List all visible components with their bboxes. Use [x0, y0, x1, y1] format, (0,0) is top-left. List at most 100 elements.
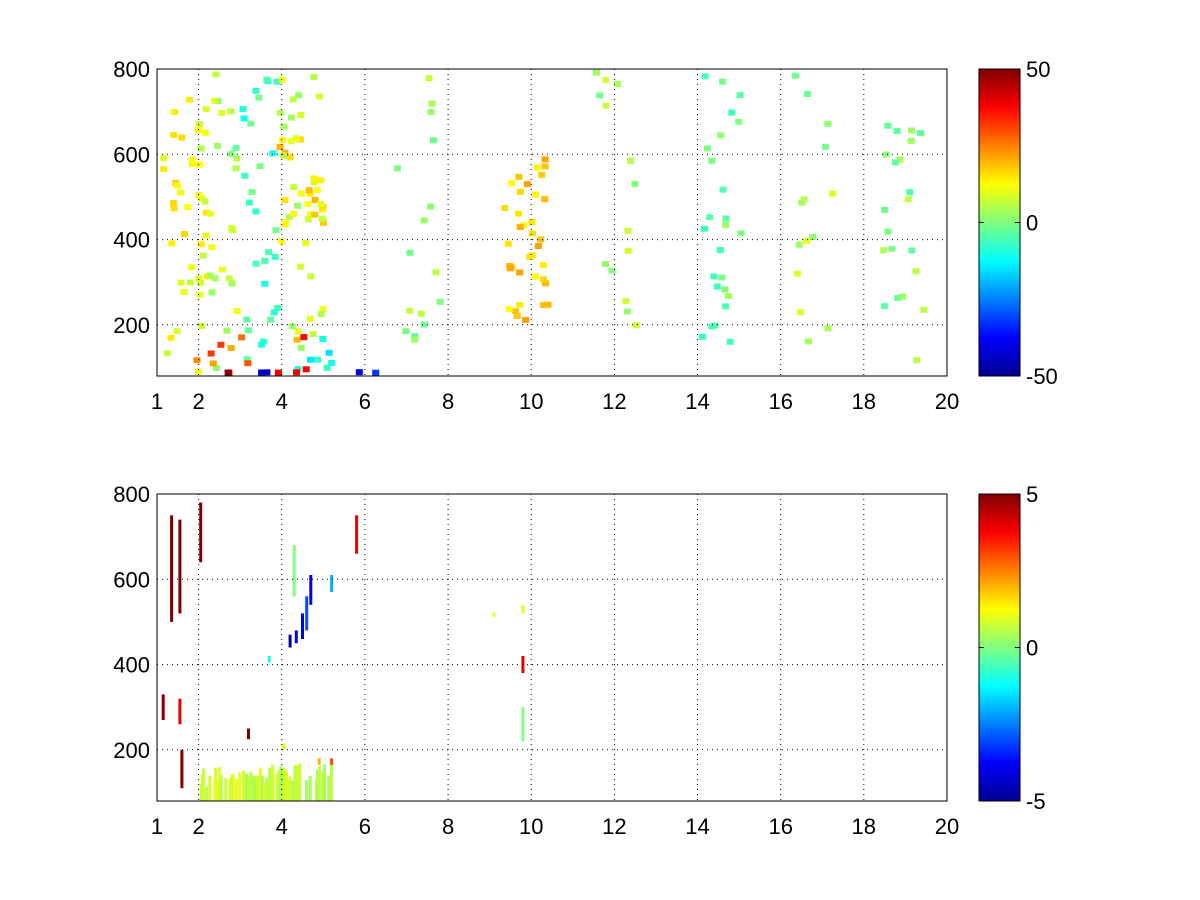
- heatmap-cell: [306, 190, 314, 197]
- top-colorbar-tick-labels: -50 0 50: [979, 57, 1058, 389]
- heatmap-cell: [304, 201, 312, 207]
- heatmap-cell: [256, 775, 260, 801]
- heatmap-cell: [323, 764, 326, 801]
- heatmap-cell: [201, 129, 209, 136]
- heatmap-cell: [274, 369, 282, 376]
- heatmap-cell: [290, 184, 298, 191]
- heatmap-cell: [504, 240, 512, 247]
- top-y-tick-labels: 200 400 600 800: [113, 57, 150, 338]
- heatmap-cell: [189, 156, 197, 163]
- heatmap-cell: [317, 311, 325, 318]
- heatmap-cell: [406, 307, 414, 314]
- heatmap-cell: [285, 770, 288, 801]
- heatmap-cell: [201, 198, 209, 205]
- heatmap-cell: [170, 205, 178, 212]
- heatmap-cell: [539, 262, 547, 269]
- heatmap-cell: [202, 106, 210, 113]
- x-tick-label: 1: [151, 814, 163, 839]
- heatmap-cell: [515, 210, 522, 217]
- x-tick-label: 12: [602, 814, 626, 839]
- heatmap-cell: [307, 273, 315, 280]
- heatmap-cell: [274, 304, 282, 311]
- bottom-grid: [157, 494, 947, 801]
- heatmap-cell: [728, 109, 736, 116]
- heatmap-cell: [278, 76, 286, 83]
- heatmap-cell: [908, 247, 916, 254]
- heatmap-cell: [523, 181, 531, 188]
- heatmap-cell: [526, 253, 534, 260]
- heatmap-cell: [631, 180, 639, 187]
- y-tick-label: 200: [113, 313, 150, 338]
- heatmap-cell: [285, 213, 293, 220]
- heatmap-cell: [516, 188, 524, 195]
- heatmap-cell: [294, 202, 302, 209]
- heatmap-cell: [297, 263, 305, 270]
- heatmap-cell: [305, 187, 313, 194]
- heatmap-cell: [305, 780, 309, 801]
- heatmap-cell: [276, 144, 284, 151]
- heatmap-cell: [608, 267, 616, 274]
- heatmap-cell: [167, 334, 175, 341]
- heatmap-cell: [542, 280, 550, 287]
- heatmap-cell: [717, 132, 725, 139]
- y-tick-label: 400: [113, 653, 150, 678]
- heatmap-cell: [307, 211, 315, 218]
- heatmap-cell: [537, 236, 545, 243]
- heatmap-cell: [202, 209, 210, 216]
- heatmap-cell: [260, 338, 268, 345]
- heatmap-cell: [792, 72, 799, 79]
- heatmap-cell: [899, 293, 907, 300]
- heatmap-cell: [311, 197, 319, 203]
- heatmap-cell: [735, 118, 743, 125]
- heatmap-cell: [171, 109, 178, 115]
- heatmap-cell: [256, 163, 264, 170]
- heatmap-cell: [803, 237, 810, 244]
- heatmap-cell: [719, 78, 727, 85]
- heatmap-cell: [329, 765, 333, 801]
- heatmap-cell: [432, 269, 440, 276]
- heatmap-cell: [287, 114, 295, 121]
- heatmap-cell: [168, 240, 176, 247]
- heatmap-cell: [318, 215, 326, 222]
- heatmap-cell: [288, 776, 292, 801]
- heatmap-cell: [704, 145, 711, 152]
- heatmap-cell: [309, 331, 317, 337]
- heatmap-cell: [428, 100, 436, 107]
- x-tick-label: 20: [935, 389, 959, 414]
- heatmap-cell: [282, 219, 290, 226]
- x-tick-label: 20: [935, 814, 959, 839]
- top-axes-box: [156, 68, 948, 377]
- x-tick-label: 6: [359, 389, 371, 414]
- heatmap-cell: [228, 280, 236, 287]
- heatmap-cell: [245, 773, 249, 801]
- y-tick-label: 600: [113, 142, 150, 167]
- heatmap-cell: [197, 241, 205, 248]
- heatmap-cell: [355, 515, 359, 554]
- heatmap-cell: [718, 274, 726, 281]
- heatmap-cell: [430, 137, 437, 144]
- heatmap-cell: [355, 369, 363, 376]
- heatmap-cell: [417, 310, 425, 317]
- heatmap-cell: [197, 145, 205, 152]
- heatmap-cell: [722, 303, 729, 310]
- heatmap-cell: [884, 122, 892, 129]
- heatmap-cell: [178, 698, 182, 725]
- heatmap-cell: [176, 189, 184, 196]
- heatmap-cell: [916, 130, 924, 136]
- heatmap-cell: [265, 777, 269, 801]
- colorbar-tick-label: 50: [1026, 57, 1050, 82]
- heatmap-cell: [273, 78, 281, 85]
- x-tick-label: 14: [685, 389, 709, 414]
- heatmap-cell: [884, 228, 892, 235]
- heatmap-cell: [278, 784, 282, 801]
- heatmap-cell: [829, 190, 837, 197]
- y-tick-label: 800: [113, 482, 150, 507]
- heatmap-cell: [427, 203, 435, 210]
- heatmap-cell: [317, 758, 321, 765]
- heatmap-cell: [314, 356, 321, 363]
- heatmap-cell: [528, 230, 536, 237]
- heatmap-cell: [225, 275, 233, 282]
- heatmap-cell: [292, 545, 296, 597]
- heatmap-cell: [881, 206, 889, 213]
- heatmap-cell: [880, 247, 888, 254]
